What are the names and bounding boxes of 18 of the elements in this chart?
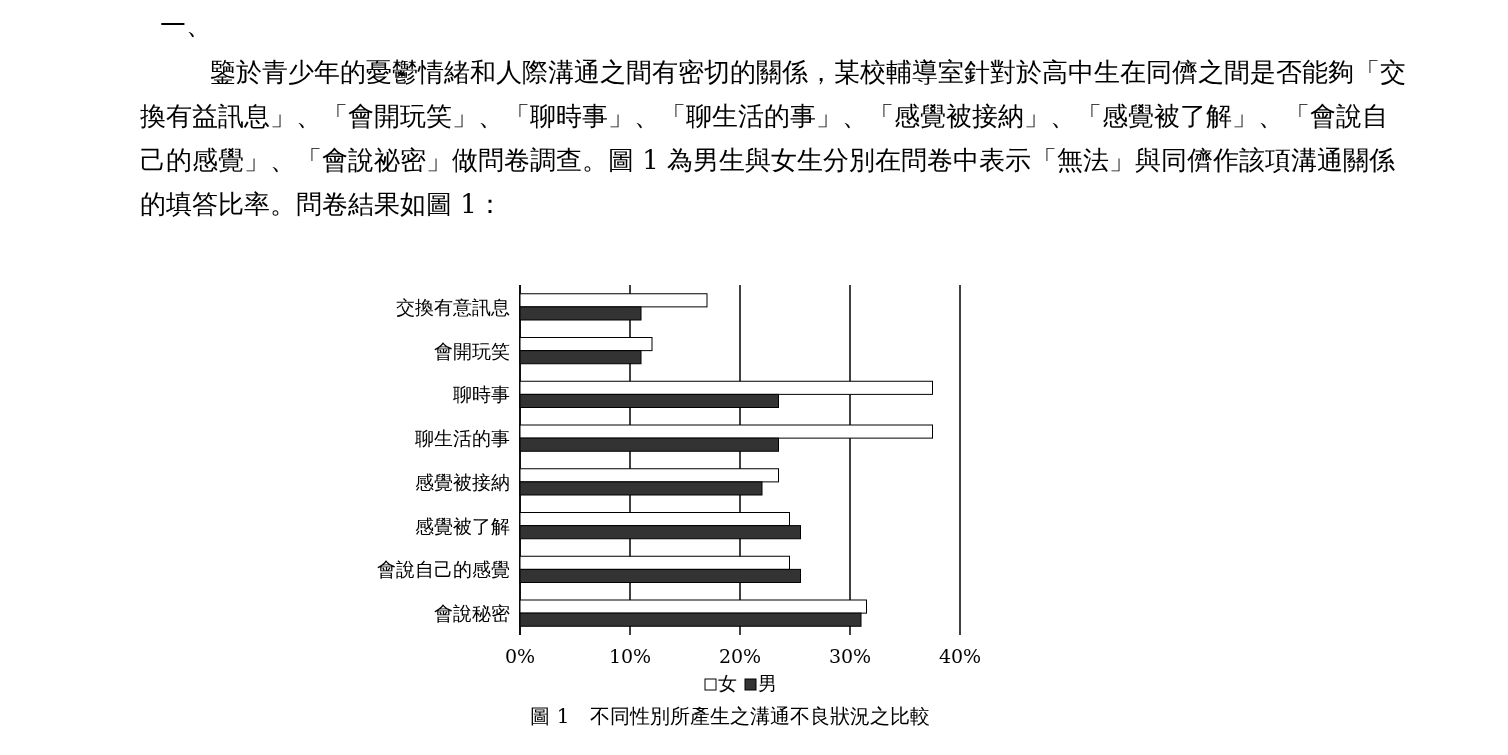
y-tick-label: 會開玩笑 xyxy=(434,339,510,362)
chart-subtitle: 鑒於青少年的憂鬱情緒和人際溝通之間有密切的關係，某校輔導室針對於高中生在同儕之間是否能夠「交換有益訊息」、「會開玩笑」、「聊時事」、「聊生活的事」、「感覺被接納」、「感覺被了解」、「會說自己的感覺」、「會說祕密」做問卷調查。圖 1 為男生與女生分別在問卷中表示「無法」與同儕作該項溝通關係的填答比率。問卷結果如圖 1： xyxy=(140,56,1407,221)
x-tick-label: 40% xyxy=(938,645,982,667)
caption: 圖 1 不同性別所產生之溝通不良狀況之比較 xyxy=(530,704,930,728)
y-tick-label: 感覺被接納 xyxy=(415,470,510,493)
x-tick-label: 20% xyxy=(718,645,762,667)
text: 一、 xyxy=(160,9,212,42)
y-tick-label: 聊生活的事 xyxy=(415,427,510,450)
x-tick-label: 10% xyxy=(608,645,652,667)
y-tick-label: 聊時事 xyxy=(453,383,510,406)
y-tick-label: 交換有意訊息 xyxy=(396,295,510,318)
x-tick-label: 0% xyxy=(504,645,536,667)
y-tick-label: 會說自己的感覺 xyxy=(377,558,510,581)
y-tick-label: 感覺被了解 xyxy=(415,514,510,537)
x-tick-label: 30% xyxy=(828,645,872,667)
y-tick-label: 會說秘密 xyxy=(434,602,510,625)
legend-label: 女 xyxy=(718,672,737,694)
legend-label: 男 xyxy=(758,672,777,694)
